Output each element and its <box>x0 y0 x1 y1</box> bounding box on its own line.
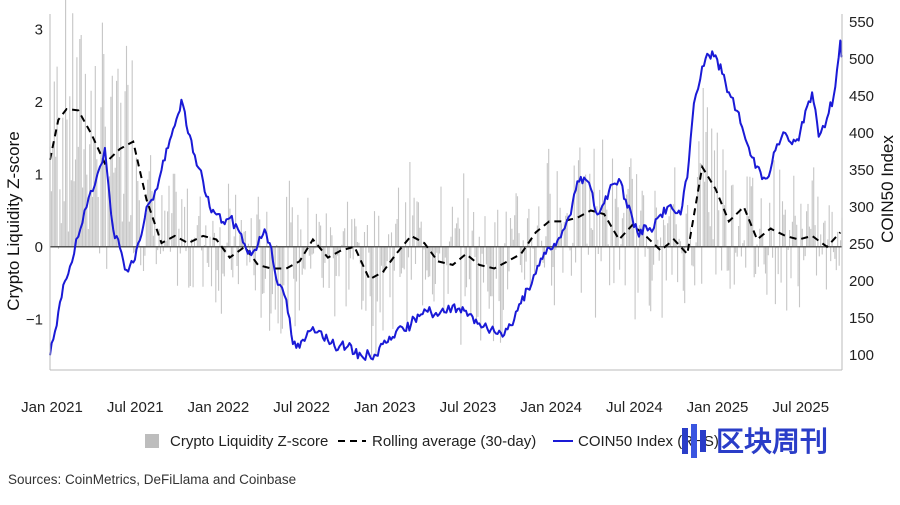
x-tick-label: Jan 2022 <box>188 399 250 416</box>
x-tick-label: Jul 2024 <box>606 399 663 416</box>
legend-label: Rolling average (30-day) <box>372 433 536 450</box>
y-right-tick-label: 550 <box>849 14 874 31</box>
y-right-tick-label: 250 <box>849 236 874 253</box>
x-tick-label: Jan 2024 <box>520 399 582 416</box>
coin50-line <box>49 39 843 361</box>
watermark-icon <box>682 424 706 458</box>
x-tick-label: Jul 2022 <box>273 399 330 416</box>
y-right-tick-label: 450 <box>849 88 874 105</box>
legend-swatch-zscore <box>145 434 159 448</box>
axes-layer: 3 2 1 0 −1 550 500 450 400 350 300 250 200 150 100 Jan … <box>4 14 897 416</box>
y-right-tick-label: 150 <box>849 310 874 327</box>
x-tick-label: Jan 2021 <box>21 399 83 416</box>
y-left-tick-label: 2 <box>35 94 43 111</box>
y-right-axis-title: COIN50 Index <box>878 135 897 243</box>
x-tick-label: Jul 2025 <box>772 399 829 416</box>
y-left-tick-label: 1 <box>35 166 43 183</box>
legend-label: Crypto Liquidity Z-score <box>170 433 328 450</box>
rolling-average-layer <box>49 107 842 281</box>
y-right-tick-label: 100 <box>849 347 874 364</box>
watermark-text: 区块周刊 <box>716 426 828 457</box>
x-tick-label: Jul 2023 <box>440 399 497 416</box>
y-left-tick-label: 0 <box>35 239 43 256</box>
y-right-tick-label: 500 <box>849 51 874 68</box>
y-right-tick-label: 400 <box>849 125 874 142</box>
rolling-average-line <box>49 107 842 281</box>
zscore-bars <box>49 0 843 358</box>
y-left-tick-label: −1 <box>26 311 43 328</box>
source-note: Sources: CoinMetrics, DeFiLlama and Coin… <box>8 472 297 487</box>
x-tick-label: Jan 2025 <box>687 399 749 416</box>
x-tick-label: Jan 2023 <box>354 399 416 416</box>
y-left-tick-label: 3 <box>35 21 43 38</box>
x-tick-label: Jul 2021 <box>107 399 164 416</box>
y-left-axis-title: Crypto Liquidity Z-score <box>4 131 23 311</box>
zscore-bar-marks <box>49 0 843 358</box>
legend: Crypto Liquidity Z-score Rolling average … <box>145 433 719 450</box>
watermark-logo: 区块周刊 <box>680 420 900 462</box>
y-right-tick-label: 200 <box>849 273 874 290</box>
y-right-tick-label: 350 <box>849 162 874 179</box>
coin50-layer <box>49 39 843 361</box>
y-right-tick-label: 300 <box>849 199 874 216</box>
